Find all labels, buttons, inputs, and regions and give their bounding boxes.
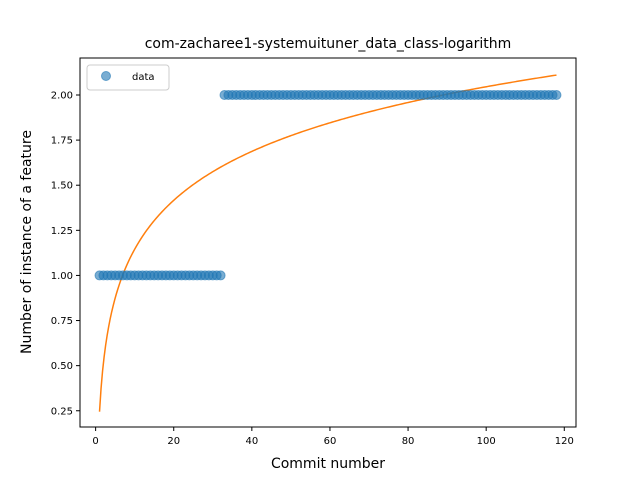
y-tick-label: 1.25	[51, 226, 73, 237]
x-tick-label: 40	[245, 436, 258, 447]
x-axis-label: Commit number	[271, 456, 385, 472]
legend: data	[86, 64, 170, 91]
x-tick-label: 20	[167, 436, 180, 447]
y-tick-label: 1.75	[51, 136, 73, 147]
data-scatter-series	[94, 89, 562, 281]
axes-frame	[79, 57, 577, 428]
chart-title: com-zacharee1-systemuituner_data_class-l…	[145, 36, 512, 52]
data-point	[551, 89, 562, 100]
y-tick-label: 1.50	[51, 181, 73, 192]
y-axis-label: Number of instance of a feature	[19, 130, 35, 354]
y-tick-label: 0.50	[51, 361, 73, 372]
x-axis-ticks: 0 20 40 60 80 100 120	[92, 427, 574, 447]
plot-area	[94, 74, 562, 412]
x-tick-label: 120	[555, 436, 574, 447]
x-tick-label: 0	[92, 436, 98, 447]
legend-marker-data	[101, 71, 111, 81]
legend-box	[86, 64, 170, 91]
fit-line-series	[98, 74, 557, 412]
x-tick-label: 100	[477, 436, 496, 447]
y-tick-label: 2.00	[51, 90, 73, 101]
x-tick-label: 60	[324, 436, 337, 447]
legend-label-data: data	[132, 72, 155, 83]
y-tick-label: 0.75	[51, 316, 73, 327]
data-point	[215, 270, 226, 281]
fit-line	[98, 74, 557, 412]
y-axis-ticks: 0.25 0.50 0.75 1.00 1.25 1.50 1.75 2.00	[51, 90, 80, 417]
y-tick-label: 0.25	[51, 406, 73, 417]
y-tick-label: 1.00	[51, 271, 73, 282]
x-tick-label: 80	[402, 436, 415, 447]
